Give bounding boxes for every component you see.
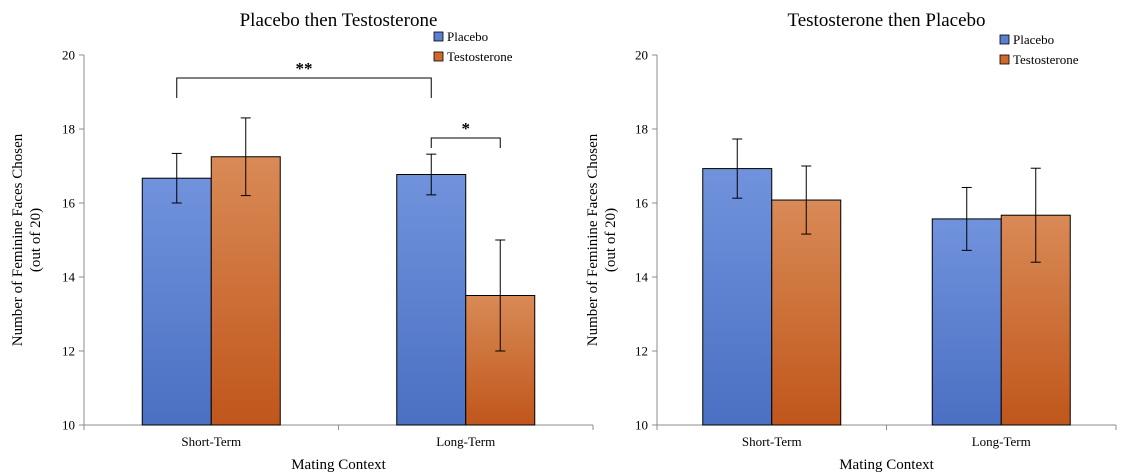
legend-label: Testosterone (1013, 52, 1079, 67)
chart-panel-1: Placebo then Testosterone 10 12 14 16 18 20 Sho… (10, 10, 594, 473)
legend-swatch-testosterone (433, 51, 444, 62)
chart-title: Placebo then Testosterone (240, 10, 438, 31)
legend-label: Testosterone (447, 49, 513, 64)
y-tick-label: 14 (635, 270, 649, 285)
y-tick-label: 20 (635, 48, 648, 63)
y-axis-title: Number of Feminine Faces Chosen (585, 133, 601, 346)
legend-label: Placebo (447, 29, 488, 44)
y-tick-label: 12 (635, 344, 648, 359)
bar-testosterone-short-term (210, 156, 281, 426)
y-tick-label: 14 (62, 270, 76, 285)
legend-swatch-placebo (999, 34, 1010, 45)
y-tick-label: 10 (62, 418, 75, 433)
x-tick-label: Long-Term (436, 434, 495, 449)
x-axis-title: Mating Context (291, 457, 386, 473)
legend-label: Placebo (1013, 32, 1054, 47)
chart-title: Testosterone then Placebo (787, 10, 985, 31)
y-tick-label: 16 (635, 196, 649, 211)
significance-label: ** (296, 59, 313, 78)
y-axis-subtitle: (out of 20) (603, 208, 619, 272)
significance-bracket (176, 77, 432, 98)
bar-placebo-short-term (141, 177, 212, 426)
legend-swatch-placebo (433, 31, 444, 42)
y-axis-subtitle: (out of 20) (28, 208, 44, 272)
y-tick-label: 18 (62, 122, 75, 137)
x-tick-label: Short-Term (742, 434, 802, 449)
bar-placebo-short-term (702, 168, 773, 426)
y-tick-label: 10 (635, 418, 648, 433)
bar-placebo-long-term (396, 174, 467, 426)
significance-bracket (430, 137, 501, 148)
chart-panel-2: Testosterone then Placebo 10 12 14 16 18 20 Sho… (585, 10, 1117, 473)
significance-label: * (462, 119, 471, 138)
x-axis-title: Mating Context (839, 457, 934, 473)
y-axis-title: Number of Feminine Faces Chosen (10, 133, 26, 346)
x-tick-label: Long-Term (972, 434, 1031, 449)
y-tick-label: 12 (62, 344, 75, 359)
y-tick-label: 20 (62, 48, 75, 63)
bar-testosterone-short-term (771, 199, 842, 426)
legend-swatch-testosterone (999, 54, 1010, 65)
y-tick-label: 16 (62, 196, 76, 211)
y-tick-label: 18 (635, 122, 648, 137)
x-tick-label: Short-Term (181, 434, 241, 449)
